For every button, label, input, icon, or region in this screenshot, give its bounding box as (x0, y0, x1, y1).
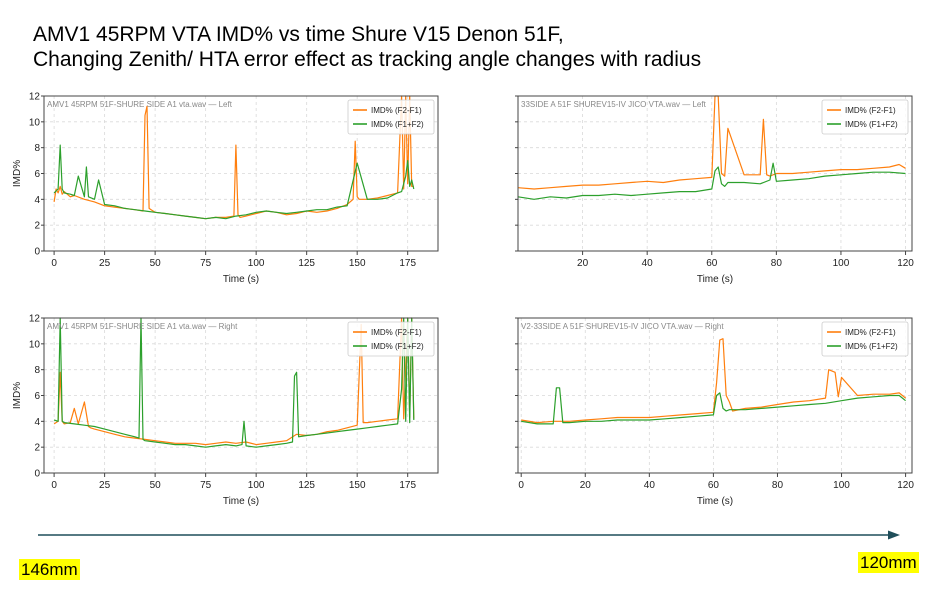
slide-title: AMV1 45RPM VTA IMD% vs time Shure V15 De… (33, 23, 702, 71)
x-tick-label: 120 (897, 480, 914, 491)
x-tick-label: 0 (51, 480, 57, 491)
series-line-imd-f2-f1 (517, 95, 906, 190)
x-axis-label: Time (s) (223, 274, 259, 285)
y-tick-label: 12 (29, 92, 41, 103)
x-tick-label: 75 (200, 480, 212, 491)
legend-label-imd-f2-f1: IMD% (F2-F1) (845, 106, 896, 115)
y-tick-label: 10 (29, 117, 41, 128)
chart-title: AMV1 45RPM 51F-SHURE SIDE A1 vta.wav — R… (47, 322, 238, 331)
radius-end-label: 120mm (858, 552, 919, 573)
legend-label-imd-f1-f2: IMD% (F1+F2) (371, 342, 424, 351)
x-tick-label: 150 (349, 258, 366, 269)
x-axis-label: Time (s) (697, 496, 733, 507)
chart-svg: 0 25 50 75 100 125 150 175 0 2 4 6 8 10 12 Time (s) IMD%… (12, 92, 439, 285)
x-tick-label: 100 (248, 258, 265, 269)
chart-svg: 0 25 50 75 100 125 150 175 0 2 4 6 8 10 12 Time (s) IMD%… (12, 314, 439, 507)
legend-label-imd-f2-f1: IMD% (F2-F1) (845, 328, 896, 337)
legend-label-imd-f1-f2: IMD% (F1+F2) (845, 342, 898, 351)
x-axis-label: Time (s) (697, 274, 733, 285)
chart-svg: 20 40 60 80 100 120 Time (s) 33SIDE A 51F SHURE… (515, 95, 914, 285)
x-tick-label: 0 (518, 480, 524, 491)
radius-start-label: 146mm (19, 559, 80, 580)
x-tick-label: 50 (150, 258, 162, 269)
legend-label-imd-f1-f2: IMD% (F1+F2) (371, 120, 424, 129)
chart-left-channel-120mm: 20 40 60 80 100 120 Time (s) 33SIDE A 51F SHURE… (506, 92, 916, 297)
x-tick-label: 25 (99, 258, 111, 269)
x-tick-label: 175 (399, 258, 416, 269)
x-tick-label: 175 (399, 480, 416, 491)
y-tick-label: 8 (34, 365, 40, 376)
x-tick-label: 60 (706, 258, 718, 269)
series-line-imd-f1-f2 (517, 162, 906, 200)
x-tick-label: 75 (200, 258, 212, 269)
x-tick-label: 60 (708, 480, 720, 491)
y-tick-label: 10 (29, 339, 41, 350)
x-tick-label: 50 (150, 480, 162, 491)
chart-title: AMV1 45RPM 51F-SHURE SIDE A1 vta.wav — L… (47, 100, 233, 109)
y-tick-label: 6 (34, 169, 40, 180)
x-tick-label: 100 (833, 258, 850, 269)
series-line-imd-f2-f1 (53, 95, 414, 220)
x-axis-label: Time (s) (223, 496, 259, 507)
x-tick-label: 40 (642, 258, 654, 269)
y-axis-label: IMD% (12, 160, 23, 187)
x-tick-label: 40 (644, 480, 656, 491)
y-tick-label: 4 (34, 195, 40, 206)
x-tick-label: 20 (580, 480, 592, 491)
legend-box (347, 99, 435, 135)
legend-label-imd-f2-f1: IMD% (F2-F1) (371, 328, 422, 337)
legend-box (821, 99, 909, 135)
series-line-imd-f2-f1 (521, 338, 906, 424)
legend-box (347, 321, 435, 357)
chart-svg: 0 20 40 60 80 100 120 Time (s) V2-33SIDE A 51F S… (515, 317, 914, 507)
x-tick-label: 125 (298, 480, 315, 491)
legend-label-imd-f1-f2: IMD% (F1+F2) (845, 120, 898, 129)
series-line-imd-f1-f2 (521, 387, 906, 425)
chart-title: 33SIDE A 51F SHUREV15-IV JICO VTA.wav — … (521, 100, 707, 109)
y-tick-label: 2 (34, 221, 40, 232)
x-tick-label: 25 (99, 480, 111, 491)
x-tick-label: 80 (771, 258, 783, 269)
legend-label-imd-f2-f1: IMD% (F2-F1) (371, 106, 422, 115)
y-tick-label: 12 (29, 314, 41, 325)
chart-title: V2-33SIDE A 51F SHUREV15-IV JICO VTA.wav… (521, 322, 724, 331)
legend: IMD% (F2-F1) IMD% (F1+F2) (347, 321, 435, 357)
y-tick-label: 6 (34, 391, 40, 402)
x-tick-label: 120 (897, 258, 914, 269)
y-tick-label: 0 (34, 469, 40, 480)
legend: IMD% (F2-F1) IMD% (F1+F2) (821, 99, 909, 135)
x-tick-label: 100 (833, 480, 850, 491)
series-line-imd-f2-f1 (53, 317, 415, 446)
legend: IMD% (F2-F1) IMD% (F1+F2) (821, 321, 909, 357)
y-tick-label: 2 (34, 443, 40, 454)
y-tick-label: 4 (34, 417, 40, 428)
chart-right-channel-146mm: 0 25 50 75 100 125 150 175 0 2 4 6 8 10 12 Time (s) IMD%… (12, 314, 442, 519)
y-axis-label: IMD% (12, 382, 23, 409)
series-line-imd-f1-f2 (53, 144, 415, 220)
legend-box (821, 321, 909, 357)
x-tick-label: 150 (349, 480, 366, 491)
y-tick-label: 8 (34, 143, 40, 154)
x-tick-label: 20 (577, 258, 589, 269)
x-tick-label: 80 (772, 480, 784, 491)
x-tick-label: 125 (298, 258, 315, 269)
x-tick-label: 100 (248, 480, 265, 491)
y-tick-label: 0 (34, 247, 40, 258)
x-tick-label: 0 (51, 258, 57, 269)
chart-left-channel-146mm: 0 25 50 75 100 125 150 175 0 2 4 6 8 10 12 Time (s) IMD%… (12, 92, 442, 297)
series-line-imd-f1-f2 (53, 317, 415, 448)
legend: IMD% (F2-F1) IMD% (F1+F2) (347, 99, 435, 135)
chart-right-channel-120mm: 0 20 40 60 80 100 120 Time (s) V2-33SIDE A 51F S… (506, 314, 916, 519)
